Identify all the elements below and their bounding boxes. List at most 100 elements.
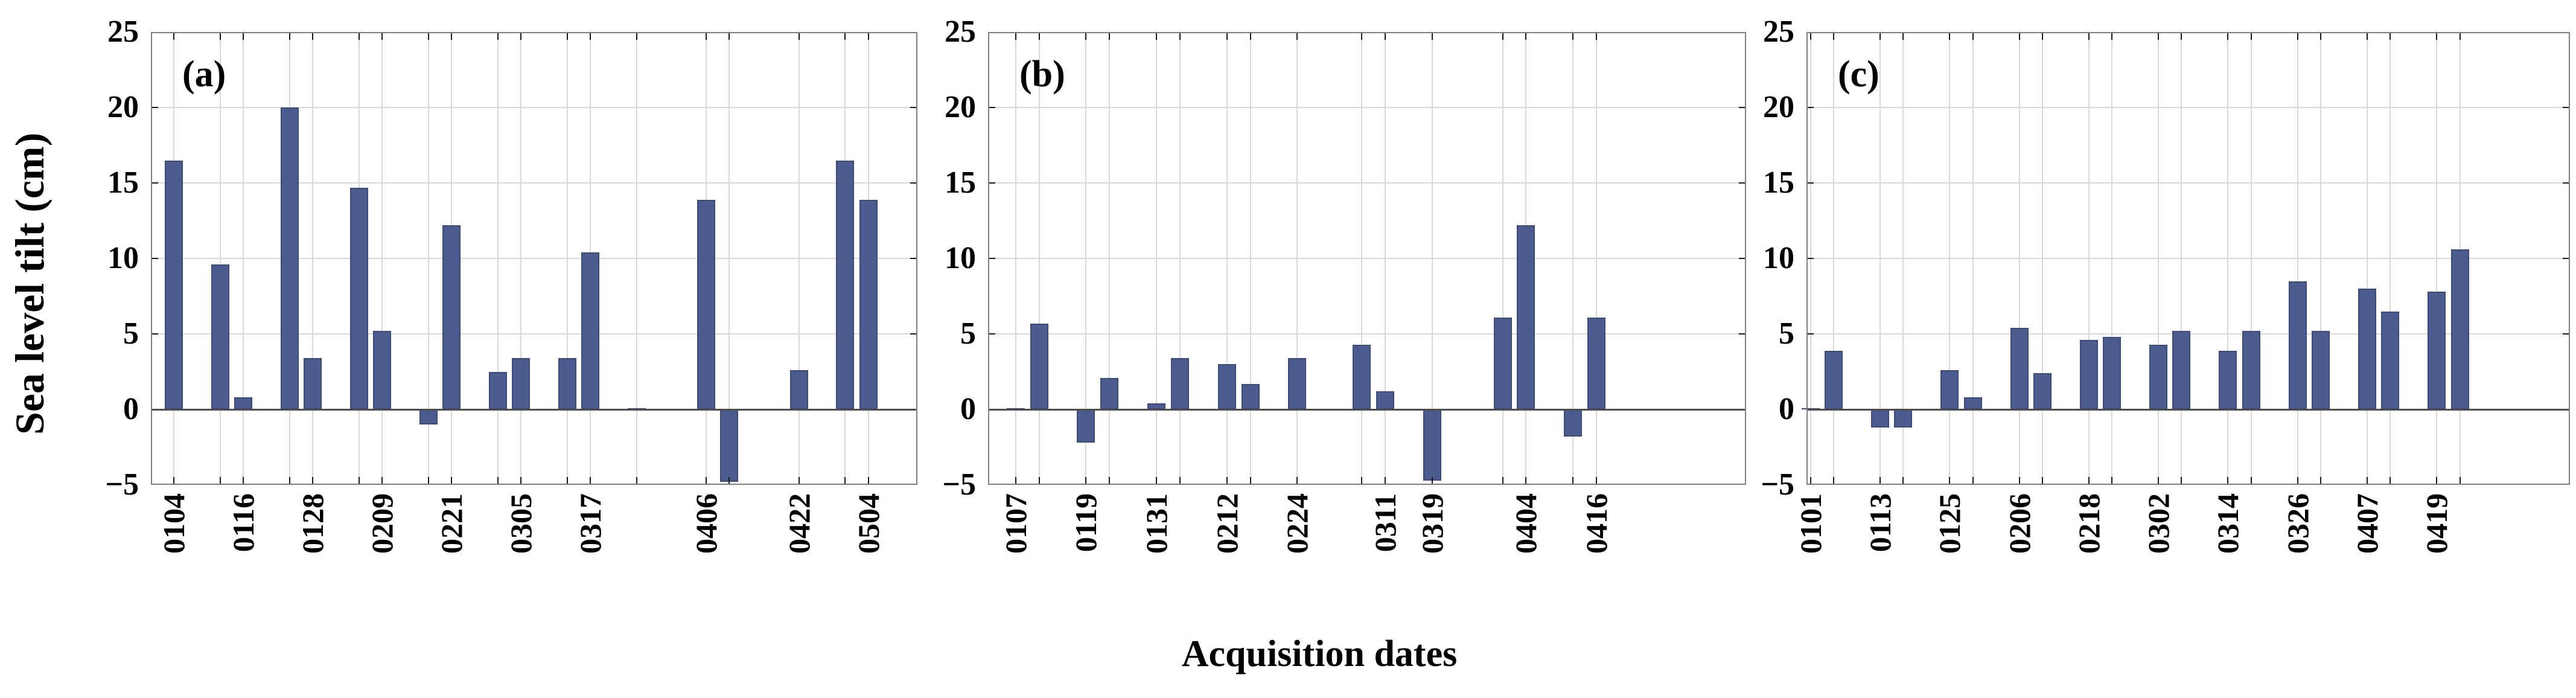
bar-c-0218 [2079,340,2098,409]
x-tick-mark [636,477,638,484]
x-tick-mark [1361,477,1363,484]
x-tick-mark [1226,477,1228,484]
bar-a-0124 [281,107,299,409]
x-tick-mark [381,477,383,484]
gridline-vertical [381,32,383,485]
y-tick-label: 25 [945,14,976,49]
gridline-vertical [2250,32,2252,485]
bar-c-0206 [2010,328,2029,409]
x-tick-mark [520,33,522,40]
gridline-vertical [1502,32,1503,485]
x-axis-title: Acquisition dates [1181,633,1458,674]
x-tick-mark [2111,33,2113,40]
y-tick-label: 25 [107,14,139,49]
gridline-vertical [1572,32,1574,485]
x-tick-mark [1596,477,1598,484]
x-tick-mark [1296,33,1298,40]
y-tick-label: 5 [123,316,139,351]
y-tick-label: 0 [960,392,976,426]
gridline-vertical [1833,32,1835,485]
x-tick-mark [2181,33,2182,40]
x-tick-mark [867,477,869,484]
bar-c-0318 [2242,331,2260,409]
x-tick-mark [312,33,314,40]
x-tick-mark [289,477,291,484]
gridline-vertical [1431,32,1433,485]
y-tick-mark [1808,107,1814,108]
x-tick-mark [173,33,175,40]
x-tick-mark [220,477,222,484]
x-tick-mark [1902,477,1904,484]
x-tick-label: 0221 [435,493,469,554]
x-tick-label: 0131 [1140,493,1173,554]
y-tick-mark [1739,258,1745,259]
gridline-vertical [2018,32,2020,485]
x-tick-mark [844,477,846,484]
bar-c-0326 [2288,281,2307,409]
x-tick-label: 0209 [365,493,400,554]
x-tick-mark [2297,33,2298,40]
gridline-vertical [1156,32,1157,485]
gridline-horizontal [151,258,917,259]
bar-b-0404 [1517,225,1535,409]
x-tick-label: 0302 [2141,493,2176,554]
y-tick-label: −5 [105,467,139,502]
y-tick-label: 5 [960,316,976,351]
gridline-vertical [220,32,222,485]
gridline-vertical [1596,32,1598,485]
bar-b-0212 [1217,364,1236,409]
x-tick-mark [798,477,800,484]
bar-b-0123 [1100,377,1119,409]
gridline-vertical [1085,32,1087,485]
x-tick-mark [2158,33,2160,40]
x-tick-mark [2158,477,2160,484]
x-tick-mark [567,33,569,40]
x-tick-label: 0407 [2350,493,2384,554]
x-tick-mark [2366,33,2368,40]
x-tick-mark [289,33,291,40]
x-tick-mark [706,33,707,40]
gridline-vertical [1949,32,1951,485]
y-tick-mark [1808,333,1814,335]
gridline-vertical [1226,32,1228,485]
y-tick-mark [989,182,995,184]
x-tick-mark [1431,33,1433,40]
x-tick-mark [2436,477,2438,484]
gridline-vertical [428,32,430,485]
x-tick-mark [1949,33,1951,40]
bar-a-0410 [720,409,739,482]
x-tick-mark [2018,33,2020,40]
x-tick-label: 0218 [2071,493,2106,554]
x-tick-label: 0212 [1210,493,1244,554]
x-tick-mark [1296,477,1298,484]
x-tick-mark [2389,477,2391,484]
x-tick-label: 0404 [1509,493,1543,554]
y-tick-label: 10 [1763,241,1794,275]
gridline-vertical [2088,32,2090,485]
y-tick-label: 20 [945,90,976,124]
x-tick-label: 0305 [504,493,538,554]
bar-a-0313 [558,358,577,409]
x-tick-mark [590,477,591,484]
y-tick-label: 10 [945,241,976,275]
x-tick-mark [567,477,569,484]
x-tick-mark [1596,33,1598,40]
x-tick-mark [1809,477,1811,484]
x-tick-mark [2436,33,2438,40]
gridline-horizontal [151,182,917,184]
bar-c-0222 [2103,337,2122,409]
x-tick-label: 0125 [1933,493,1967,554]
bar-b-0319 [1423,409,1441,481]
gridline-horizontal [151,107,917,108]
x-tick-mark [1525,477,1527,484]
gridline-vertical [2297,32,2298,485]
x-tick-mark [2111,477,2113,484]
x-tick-mark [1833,477,1835,484]
y-tick-mark [910,107,916,108]
x-tick-mark [451,477,453,484]
x-tick-mark [2297,477,2298,484]
x-tick-label: 0422 [782,493,816,554]
bar-a-0221 [442,225,461,409]
x-tick-mark [2389,33,2391,40]
